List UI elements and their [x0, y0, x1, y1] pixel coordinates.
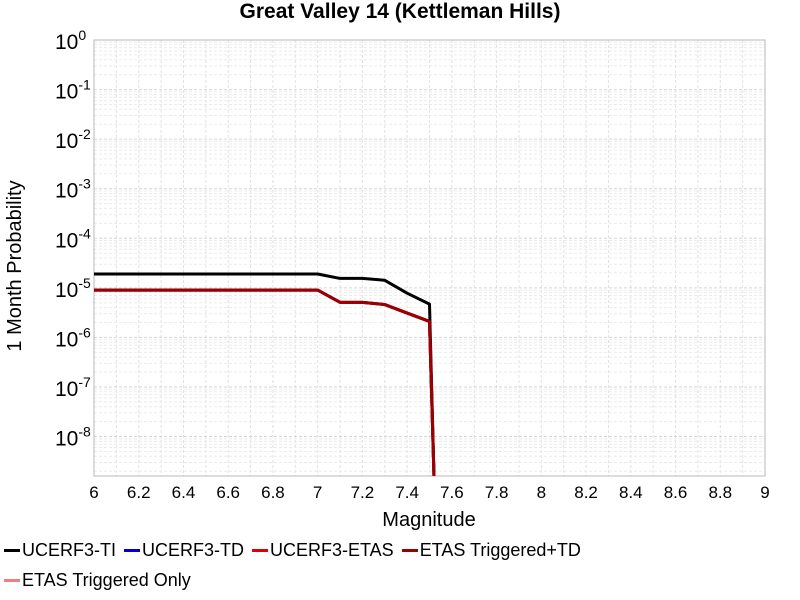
legend-swatch	[124, 548, 140, 552]
legend-label: ETAS Triggered Only	[22, 569, 191, 590]
series-line-ucerf3-ti	[94, 272, 436, 477]
x-tick-label: 7.4	[395, 483, 419, 502]
legend-label: UCERF3-TI	[22, 539, 116, 560]
chart-title: Great Valley 14 (Kettleman Hills)	[240, 0, 561, 23]
y-tick-label: 10-3	[55, 176, 91, 203]
legend-row: UCERF3-TI UCERF3-TD UCERF3-ETAS ETAS Trigge…	[0, 536, 585, 564]
x-tick-label: 6	[89, 483, 98, 502]
legend-row: ETAS Triggered Only	[0, 566, 195, 594]
legend-swatch	[4, 548, 20, 552]
legend-item: UCERF3-TD	[120, 540, 244, 561]
x-tick-label: 7.8	[485, 483, 509, 502]
y-tick-label: 10-2	[55, 126, 91, 153]
x-tick-label: 8.4	[619, 483, 643, 502]
plot-frame	[93, 39, 766, 477]
x-tick-label: 8.2	[574, 483, 598, 502]
y-tick-label: 10-5	[55, 275, 91, 302]
x-tick-label: 6.4	[172, 483, 196, 502]
x-tick-label: 8.6	[664, 483, 688, 502]
x-axis-ticks: 6 6.2 6.4 6.6 6.8 7 7.2 7.4 7.6 7.8 8 8.2 8.4 8.6 8.8 9	[89, 483, 769, 502]
legend-swatch	[401, 548, 418, 552]
y-tick-label: 10-7	[55, 374, 91, 401]
x-tick-label: 7	[313, 483, 322, 502]
x-tick-label: 8.8	[708, 483, 732, 502]
legend-label: UCERF3-ETAS	[270, 539, 394, 560]
x-axis-label: Magnitude	[382, 509, 475, 531]
x-tick-label: 6.6	[216, 483, 240, 502]
y-axis-label: 1 Month Probability	[4, 180, 26, 351]
x-tick-label: 8	[537, 483, 546, 502]
y-tick-label: 10-6	[55, 324, 91, 351]
x-tick-label: 7.2	[351, 483, 375, 502]
y-tick-label: 10-1	[55, 77, 91, 104]
legend-label: UCERF3-TD	[142, 539, 244, 560]
y-axis-ticks: 100 10-1 10-2 10-3 10-4 10-5 10-6 10-7 10-8	[55, 27, 91, 451]
legend-item: UCERF3-ETAS	[248, 540, 394, 561]
x-tick-label: 6.2	[127, 483, 151, 502]
legend-item: ETAS Triggered Only	[0, 570, 191, 591]
y-tick-label: 10-4	[55, 225, 91, 252]
series-line-etas-triggered-td	[94, 288, 436, 477]
legend-swatch	[4, 578, 20, 582]
y-tick-label: 100	[55, 27, 86, 54]
legend-item: ETAS Triggered+TD	[398, 540, 581, 561]
y-tick-label: 10-8	[55, 424, 91, 451]
legend-label: ETAS Triggered+TD	[419, 539, 581, 560]
series-layer	[94, 272, 436, 477]
x-tick-label: 7.6	[440, 483, 464, 502]
x-tick-label: 6.8	[261, 483, 285, 502]
legend-swatch	[252, 548, 268, 552]
legend-item: UCERF3-TI	[0, 540, 116, 561]
x-tick-label: 9	[760, 483, 769, 502]
